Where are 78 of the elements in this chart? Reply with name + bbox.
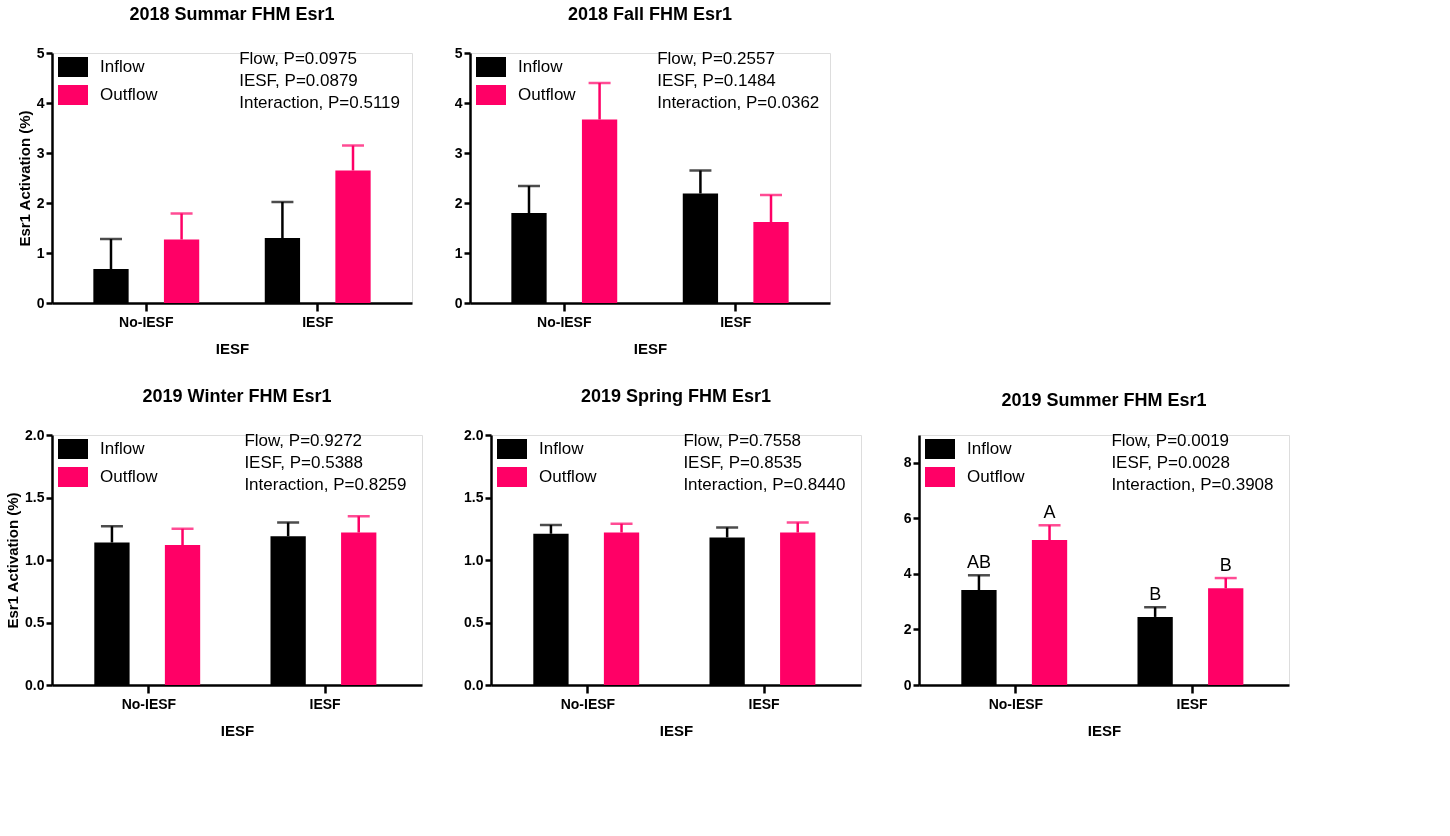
chart-title: 2018 Summar FHM Esr1 <box>129 4 335 24</box>
x-tick-label: No-IESF <box>988 695 1044 712</box>
legend-label: Inflow <box>100 439 146 458</box>
legend-label: Outflow <box>100 467 159 486</box>
annotation: Flow, P=0.9272 <box>244 431 363 450</box>
y-tick-label: 4 <box>903 565 912 582</box>
x-tick-label: No-IESF <box>119 313 174 330</box>
y-tick-label: 3 <box>36 144 45 161</box>
legend-label: Outflow <box>100 85 159 104</box>
annotation: Interaction, P=0.5119 <box>239 93 401 112</box>
annotation: Flow, P=0.0019 <box>1111 431 1230 450</box>
data-label: A <box>1043 502 1056 523</box>
annotation: Flow, P=0.7558 <box>683 431 802 450</box>
x-tick-label: IESF <box>309 695 342 712</box>
y-tick-label: 0 <box>454 294 463 311</box>
legend-label: Inflow <box>539 439 585 458</box>
y-axis-title: Esr1 Activation (%) <box>4 492 22 629</box>
chart-title: 2018 Fall FHM Esr1 <box>567 4 733 24</box>
data-label: AB <box>966 552 991 573</box>
y-tick-label: 1.5 <box>464 489 484 505</box>
legend-label: Outflow <box>967 467 1026 486</box>
y-tick-label: 1.0 <box>25 551 45 568</box>
data-label: B <box>1219 555 1232 576</box>
x-tick-label: No-IESF <box>560 695 616 712</box>
x-axis-title: IESF <box>220 721 255 739</box>
x-tick-label: IESF <box>720 313 752 330</box>
annotation: Interaction, P=0.3908 <box>1111 475 1274 494</box>
annotation: Flow, P=0.2557 <box>657 49 775 68</box>
x-axis-title: IESF <box>659 721 694 739</box>
y-tick-label: 2.0 <box>25 426 45 443</box>
annotation: IESF, P=0.0879 <box>239 71 358 90</box>
y-tick-label: 4 <box>36 94 45 111</box>
annotation: Flow, P=0.0975 <box>239 49 357 68</box>
x-axis-title: IESF <box>215 339 250 357</box>
annotation: Interaction, P=0.8259 <box>244 475 407 494</box>
y-tick-label: 4 <box>454 94 463 111</box>
annotation: Interaction, P=0.0362 <box>657 93 820 112</box>
x-tick-label: IESF <box>748 695 781 712</box>
chart-title: 2019 Summer FHM Esr1 <box>1001 390 1207 410</box>
annotation: IESF, P=0.5388 <box>244 453 364 472</box>
y-tick-label: 2 <box>903 620 912 637</box>
y-tick-label: 3 <box>454 144 463 161</box>
annotation: IESF, P=0.0028 <box>1111 453 1231 472</box>
legend-label: Outflow <box>539 467 598 486</box>
y-tick-label: 2 <box>36 194 45 211</box>
x-axis-title: IESF <box>1087 721 1122 739</box>
data-label: B <box>1149 584 1162 605</box>
y-tick-label: 1 <box>454 244 463 261</box>
y-tick-label: 2 <box>454 194 463 211</box>
y-axis-title: Esr1 Activation (%) <box>15 110 33 247</box>
x-tick-label: IESF <box>302 313 334 330</box>
y-tick-label: 1.0 <box>464 551 484 568</box>
y-tick-label: 0.5 <box>25 614 45 630</box>
legend-label: Inflow <box>518 57 564 76</box>
y-tick-label: 0.0 <box>25 676 45 693</box>
y-tick-label: 0.0 <box>464 676 484 693</box>
legend-label: Inflow <box>967 439 1013 458</box>
annotation: IESF, P=0.1484 <box>657 71 776 90</box>
y-tick-label: 0 <box>36 294 45 311</box>
y-tick-label: 1 <box>36 244 45 261</box>
y-tick-label: 2.0 <box>464 426 484 443</box>
y-tick-label: 6 <box>903 509 912 526</box>
x-axis-title: IESF <box>633 339 668 357</box>
chart-title: 2019 Spring FHM Esr1 <box>580 386 772 406</box>
chart-title: 2019 Winter FHM Esr1 <box>142 386 332 406</box>
x-tick-label: No-IESF <box>121 695 177 712</box>
x-tick-label: IESF <box>1176 695 1209 712</box>
y-tick-label: 5 <box>36 44 45 61</box>
y-tick-label: 5 <box>454 44 463 61</box>
annotation: IESF, P=0.8535 <box>683 453 803 472</box>
legend-label: Inflow <box>100 57 146 76</box>
y-tick-label: 1.5 <box>25 489 45 505</box>
y-tick-label: 8 <box>903 454 912 471</box>
annotation: Interaction, P=0.8440 <box>683 475 846 494</box>
y-tick-label: 0.5 <box>464 614 484 630</box>
y-tick-label: 0 <box>903 676 912 693</box>
legend-label: Outflow <box>518 85 577 104</box>
x-tick-label: No-IESF <box>537 313 592 330</box>
